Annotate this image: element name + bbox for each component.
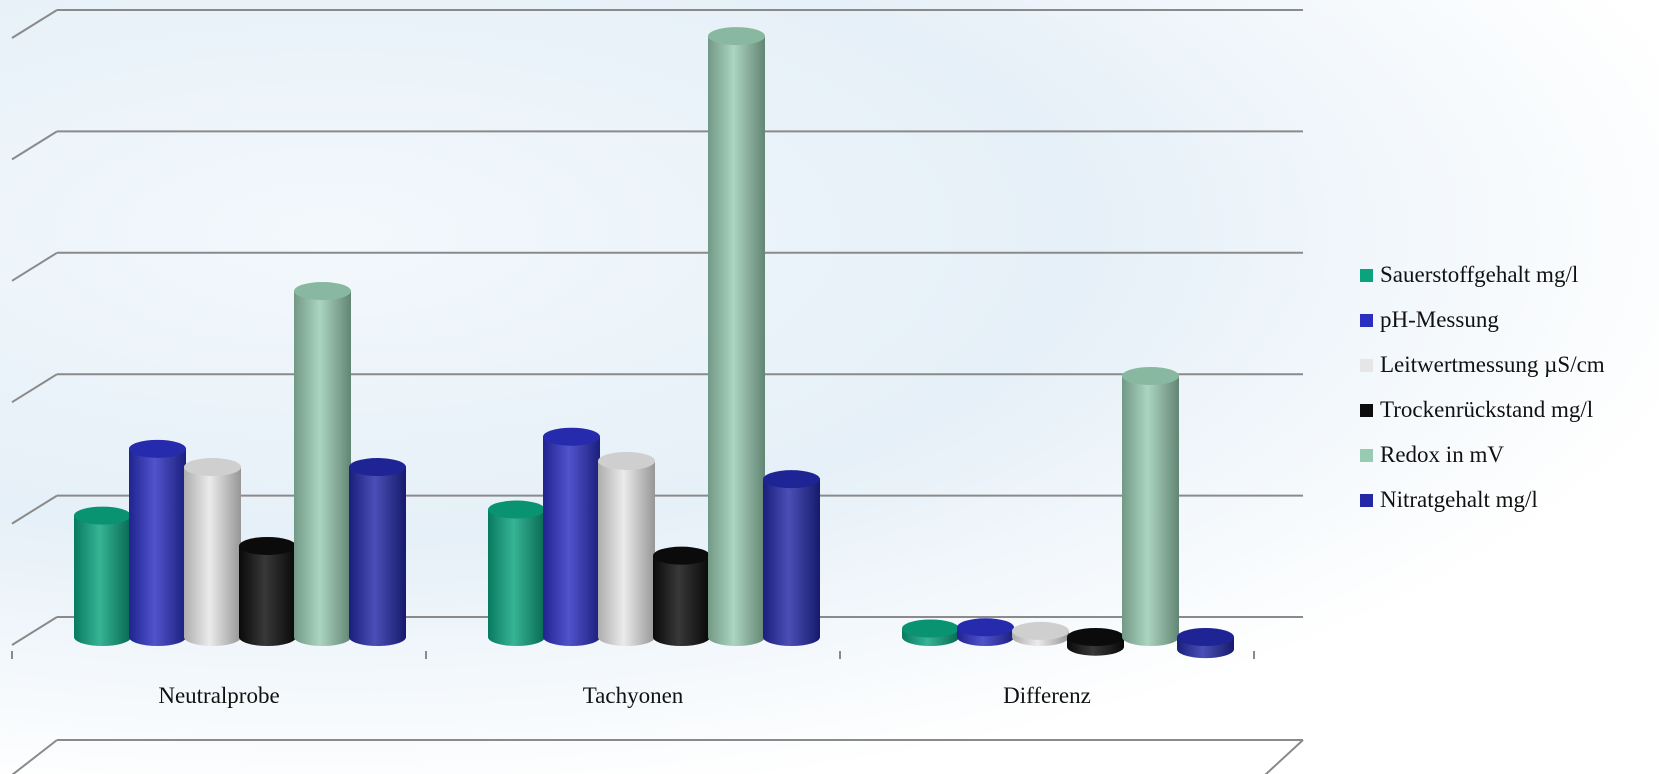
bar-cap-2-4	[1122, 366, 1179, 385]
bar-cap-1-1	[543, 427, 600, 446]
gridline-depth	[11, 130, 58, 161]
legend-item-leitwert: Leitwertmessung µS/cm	[1360, 352, 1605, 378]
bar-1-4	[708, 36, 765, 646]
bar-cap-0-3	[239, 536, 296, 555]
legend-label: pH-Messung	[1380, 307, 1499, 332]
bar-cap-0-4	[294, 282, 351, 301]
legend-swatch-sauerstoff	[1360, 268, 1373, 282]
bar-0-3	[239, 545, 296, 646]
floor-depth	[11, 739, 58, 774]
legend-swatch-trockenrueckstand	[1360, 403, 1373, 417]
legend-label: Nitratgehalt mg/l	[1380, 487, 1538, 512]
bar-1-0	[488, 509, 545, 646]
bar-cap-1-3	[653, 546, 710, 565]
legend-swatch-ph	[1360, 313, 1373, 327]
legend-item-nitrat: Nitratgehalt mg/l	[1360, 487, 1605, 513]
legend-label: Redox in mV	[1380, 442, 1504, 467]
bar-0-1	[129, 448, 186, 646]
bar-cap-1-0	[488, 500, 545, 519]
bar-cap-1-4	[708, 27, 765, 46]
category-label: Differenz	[1003, 683, 1091, 708]
legend-label: Leitwertmessung µS/cm	[1380, 352, 1605, 377]
legend-swatch-leitwert	[1360, 358, 1373, 372]
bar-1-5	[763, 479, 820, 646]
bar-cap-0-2	[184, 458, 241, 477]
legend-swatch-redox	[1360, 448, 1373, 462]
bar-cap-2-2	[1012, 621, 1069, 640]
legend-item-sauerstoff: Sauerstoffgehalt mg/l	[1360, 262, 1605, 288]
category-label: Tachyonen	[583, 683, 684, 708]
bar-0-0	[74, 515, 131, 646]
bar-cap-0-0	[74, 506, 131, 525]
category-label: Neutralprobe	[158, 683, 279, 708]
bar-cap-0-1	[129, 439, 186, 458]
legend-item-trockenrueckstand: Trockenrückstand mg/l	[1360, 397, 1605, 423]
bar-1-3	[653, 555, 710, 646]
bar-cap-0-5	[349, 458, 406, 477]
bar-0-2	[184, 467, 241, 646]
bar-cap-2-5	[1177, 628, 1234, 646]
gridline-depth	[11, 251, 58, 282]
bar-cap-2-3	[1067, 628, 1124, 646]
legend-label: Sauerstoffgehalt mg/l	[1380, 262, 1579, 287]
bar-0-4	[294, 291, 351, 646]
bar-cap-1-2	[598, 451, 655, 470]
gridline-depth	[11, 9, 58, 39]
gridline-depth	[11, 494, 58, 525]
gridline-depth	[11, 373, 58, 404]
legend-item-ph: pH-Messung	[1360, 307, 1605, 333]
bar-cap-2-0	[902, 619, 959, 638]
floor-depth-right	[1264, 739, 1304, 774]
gridline-depth	[11, 616, 58, 646]
bar-cap-1-5	[763, 470, 820, 489]
legend: Sauerstoffgehalt mg/l pH-Messung Leitwer…	[1360, 262, 1605, 513]
bar-0-5	[349, 467, 406, 646]
bar-cap-2-1	[957, 618, 1014, 637]
bar-1-1	[543, 436, 600, 646]
bar-1-2	[598, 460, 655, 646]
bar-2-4	[1122, 375, 1179, 646]
legend-swatch-nitrat	[1360, 493, 1373, 507]
legend-item-redox: Redox in mV	[1360, 442, 1605, 468]
legend-label: Trockenrückstand mg/l	[1380, 397, 1594, 422]
